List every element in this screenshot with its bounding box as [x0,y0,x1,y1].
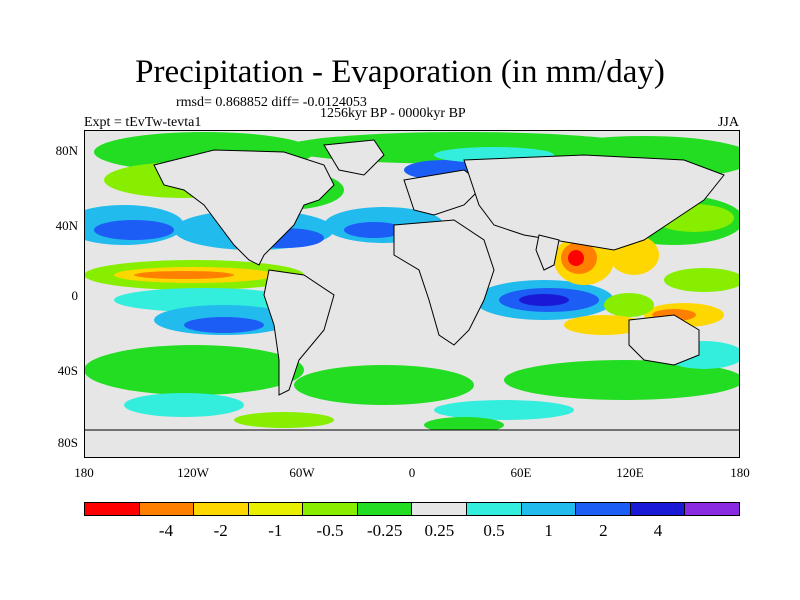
colorbar-segment [685,503,739,515]
colorbar-label: 0.25 [424,521,455,540]
south-america [263,269,335,396]
colorbar-segment [139,503,195,515]
colorbar-label: 4 [653,521,663,540]
australia [628,314,700,366]
equatorial-pacific [84,260,740,335]
colorbar-label: 1 [544,521,553,540]
colorbar-segment [412,503,468,515]
colorbar-segment [630,503,686,515]
colorbar-segment [357,503,413,515]
india [535,234,560,271]
africa [393,219,495,346]
lon-label-60e: 60E [510,465,532,480]
experiment-label: Expt = tEvTw-tevta1 [84,115,202,130]
antarctica [84,429,740,458]
north-america [153,149,335,266]
continents [84,139,740,458]
pe-anomaly-map [84,130,740,458]
colorbar-label: -2 [213,521,228,540]
lon-label-60w: 60W [289,465,315,480]
lat-label-80s: 80S [57,435,78,450]
stats-line: rmsd= 0.868852 diff= -0.0124053 [176,95,367,110]
colorbar-label: 0.5 [483,521,505,540]
colorbar-label: -0.25 [366,521,403,540]
greenland [323,139,385,176]
colorbar [84,502,740,516]
lon-label-180e: 180 [730,465,750,480]
period-label: 1256kyr BP - 0000kyr BP [320,106,466,121]
europe [403,169,485,216]
asia [463,154,725,251]
season-label: JJA [717,115,739,130]
lat-label-40s: 40S [57,363,78,378]
southern-ocean [84,341,740,433]
map-canvas [84,130,740,458]
colorbar-segment [303,503,358,515]
colorbar-label: -1 [268,521,283,540]
lat-label-0: 0 [71,288,79,303]
lon-label-180w: 180 [74,465,94,480]
lat-label-40n: 40N [55,218,78,233]
colorbar-segment [248,503,304,515]
lon-label-0: 0 [408,465,416,480]
lon-label-120e: 120E [616,465,644,480]
colorbar-segment [521,503,577,515]
colorbar-label: -0.5 [316,521,344,540]
lat-label-80n: 80N [55,143,78,158]
colorbar-segment [467,503,522,515]
colorbar-label: -4 [158,521,174,540]
colorbar-label: 2 [599,521,608,540]
colorbar-segment [85,503,140,515]
lon-label-120w: 120W [177,465,209,480]
colorbar-segment [576,503,631,515]
map-title: Precipitation - Evaporation (in mm/day) [135,54,665,90]
colorbar-segment [194,503,249,515]
